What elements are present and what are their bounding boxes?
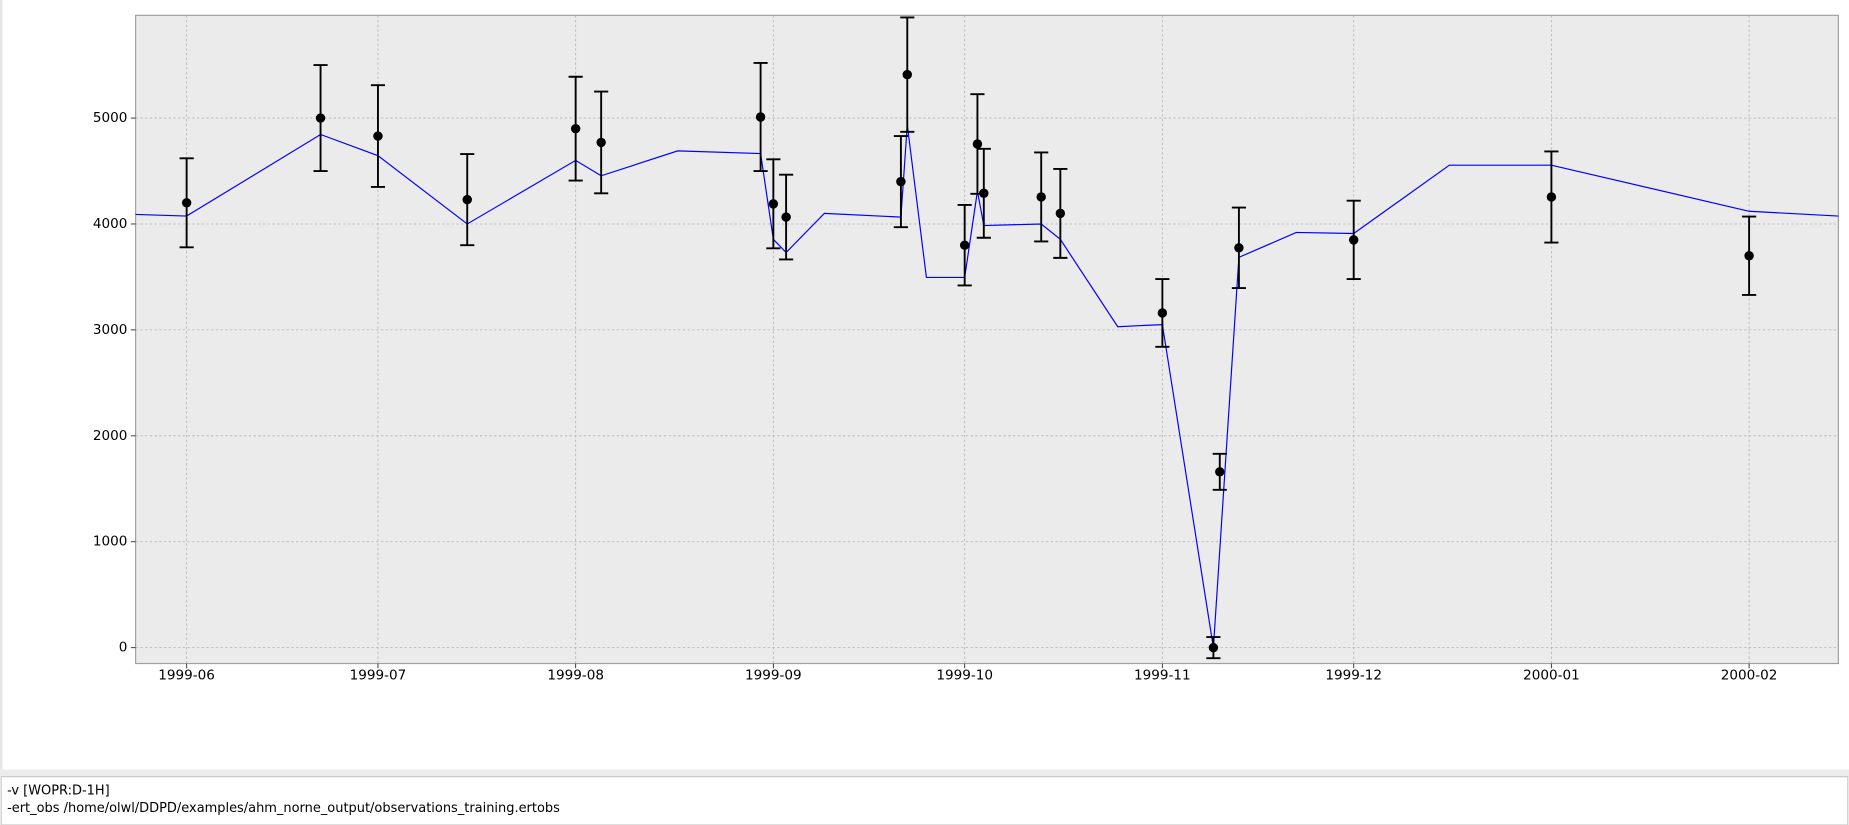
- x-tick-label: 1999-09: [745, 667, 802, 683]
- left-border: [0, 0, 3, 772]
- observation: [1546, 192, 1557, 202]
- observation: [972, 139, 983, 149]
- observation: [373, 131, 383, 141]
- observation: [979, 188, 989, 198]
- x-tick-label: 1999-12: [1325, 667, 1382, 683]
- simulated-line: [135, 124, 1839, 648]
- observation: [1208, 642, 1219, 653]
- observation: [902, 69, 912, 80]
- observation: [1234, 243, 1244, 253]
- y-tick-label: 1000: [93, 534, 127, 550]
- command-line: -ert_obs /home/olwl/DDPD/examples/ahm_no…: [7, 801, 560, 816]
- observation: [462, 194, 472, 205]
- observation: [1157, 308, 1168, 318]
- y-tick-label: 0: [119, 640, 128, 656]
- y-tick-label: 2000: [93, 428, 127, 444]
- observation: [1348, 235, 1359, 245]
- observation: [755, 112, 766, 122]
- observation: [768, 199, 779, 209]
- observation: [570, 123, 581, 134]
- observation: [1036, 192, 1046, 202]
- observation: [781, 212, 791, 222]
- splitter[interactable]: [0, 769, 1849, 777]
- y-tick-label: 3000: [93, 322, 127, 338]
- x-tick-label: 2000-01: [1523, 667, 1580, 683]
- observation: [596, 137, 606, 148]
- observation: [181, 198, 192, 208]
- observation: [1055, 208, 1066, 219]
- x-tick-label: 1999-06: [158, 667, 215, 683]
- observation: [1215, 467, 1225, 477]
- observation: [896, 176, 906, 187]
- command-panel: [0, 776, 1849, 825]
- plot-area: [135, 14, 1839, 665]
- observation: [315, 113, 326, 123]
- observation: [959, 240, 970, 250]
- x-tick-label: 1999-11: [1134, 667, 1191, 683]
- plot: 0 1000 2000 3000 4000 5000 1999-06 1999-07 1999-…: [93, 14, 1839, 683]
- command-line: -v [WOPR:D-1H]: [7, 783, 110, 798]
- y-tick-label: 5000: [93, 110, 127, 126]
- observation: [1744, 251, 1754, 261]
- x-tick-label: 1999-08: [547, 667, 604, 683]
- x-tick-label: 1999-10: [936, 667, 993, 683]
- x-tick-label: 1999-07: [350, 667, 407, 683]
- y-tick-label: 4000: [93, 216, 127, 232]
- x-tick-label: 2000-02: [1721, 667, 1778, 683]
